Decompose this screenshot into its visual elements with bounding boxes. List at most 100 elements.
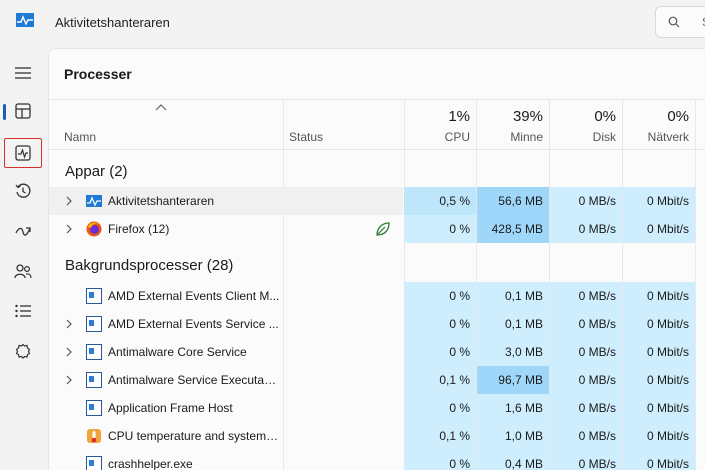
chevron-right-icon[interactable] [66,347,72,357]
cpu-value: 0 % [404,450,476,470]
table-row[interactable]: Antimalware Core Service 0 % 3,0 MB 0 MB… [49,338,705,366]
process-name: Application Frame Host [108,401,233,415]
app-history-icon [15,183,31,198]
memory-value: 56,6 MB [477,187,549,215]
window-title: Aktivitetshanteraren [55,15,170,30]
nav-details[interactable] [4,296,42,326]
memory-value: 1,0 MB [477,422,549,450]
group-header-background[interactable]: Bakgrundsprocesser (28) [65,257,234,274]
hamburger-menu-button[interactable] [4,58,42,88]
sidebar [0,46,48,470]
cpu-value: 0 % [404,394,476,422]
table-row[interactable]: Firefox (12) 0 % 428,5 MB 0 MB/s 0 Mbit/… [49,215,705,243]
column-header-disk[interactable]: Disk [592,130,616,144]
chevron-right-icon[interactable] [66,196,72,206]
disk-value: 0 MB/s [550,422,622,450]
network-value: 0 Mbit/s [623,422,695,450]
cpu-value: 0 % [404,310,476,338]
table-row[interactable]: Antimalware Service Executable 0,1 % 96,… [49,366,705,394]
cpu-value: 0,5 % [404,187,476,215]
table-row[interactable]: CPU temperature and system i... 0,1 % 1,… [49,422,705,450]
process-name: Antimalware Service Executable [108,373,280,387]
task-manager-app-icon [86,195,102,207]
memory-value: 96,7 MB [477,366,549,394]
column-separator [476,100,477,470]
column-separator [622,100,623,470]
disk-value: 0 MB/s [550,366,622,394]
network-value: 0 Mbit/s [623,187,695,215]
process-name: Firefox (12) [108,222,170,236]
efficiency-mode-leaf-icon [376,222,390,236]
chevron-right-icon[interactable] [66,375,72,385]
search-box[interactable]: S [655,6,705,38]
column-separator [549,100,550,470]
table-row[interactable]: AMD External Events Service ... 0 % 0,1 … [49,310,705,338]
nav-users[interactable] [4,256,42,286]
users-icon [14,264,32,279]
process-name: Aktivitetshanteraren [108,194,215,208]
network-value: 0 Mbit/s [623,338,695,366]
header-divider [49,149,705,150]
process-name: crashhelper.exe [108,457,193,470]
processes-panel: Processer Namn Status 1% CPU 39% Minne 0… [48,48,705,470]
window-app-icon [86,372,102,388]
startup-apps-icon [15,227,31,236]
column-header-network[interactable]: Nätverk [647,130,689,144]
disk-total-percent: 0% [594,108,616,125]
search-placeholder: S [702,15,705,29]
column-header-memory[interactable]: Minne [510,130,543,144]
task-manager-app-icon [16,13,34,27]
nav-startup-apps[interactable] [4,216,42,246]
network-value: 0 Mbit/s [623,215,695,243]
process-name: CPU temperature and system i... [108,429,280,443]
process-name: AMD External Events Client M... [108,289,280,303]
table-row[interactable]: crashhelper.exe 0 % 0,4 MB 0 MB/s 0 Mbit… [49,450,705,470]
network-value: 0 Mbit/s [623,366,695,394]
performance-icon [15,145,31,161]
window-app-icon [86,288,102,304]
chevron-right-icon[interactable] [66,319,72,329]
column-separator [695,100,696,470]
nav-performance[interactable] [4,138,42,168]
search-icon [668,16,680,28]
temperature-app-icon [87,429,101,443]
sort-ascending-icon[interactable] [155,104,167,112]
process-name: Antimalware Core Service [108,345,247,359]
nav-app-history[interactable] [4,176,42,206]
disk-value: 0 MB/s [550,215,622,243]
services-icon [15,343,31,359]
network-value: 0 Mbit/s [623,282,695,310]
window-app-icon [86,400,102,416]
memory-total-percent: 39% [512,108,543,125]
group-header-apps[interactable]: Appar (2) [65,163,128,180]
window-app-icon [86,344,102,360]
cpu-value: 0,1 % [404,422,476,450]
disk-value: 0 MB/s [550,338,622,366]
nav-services[interactable] [4,336,42,366]
details-icon [15,304,31,318]
disk-value: 0 MB/s [550,394,622,422]
memory-value: 428,5 MB [477,215,549,243]
divider [49,99,705,100]
memory-value: 0,4 MB [477,450,549,470]
cpu-value: 0,1 % [404,366,476,394]
nav-processes[interactable] [3,96,42,126]
page-title: Processer [64,66,132,82]
firefox-icon [86,221,102,237]
memory-value: 0,1 MB [477,282,549,310]
processes-icon [15,103,31,119]
disk-value: 0 MB/s [550,187,622,215]
row-highlight [49,187,403,215]
process-name: AMD External Events Service ... [108,317,279,331]
column-header-cpu[interactable]: CPU [444,130,470,144]
table-row[interactable]: AMD External Events Client M... 0 % 0,1 … [49,282,705,310]
disk-value: 0 MB/s [550,450,622,470]
chevron-right-icon[interactable] [66,224,72,234]
memory-value: 3,0 MB [477,338,549,366]
window-app-icon [86,456,102,470]
column-header-name[interactable]: Namn [64,130,97,144]
disk-value: 0 MB/s [550,310,622,338]
column-header-status[interactable]: Status [289,130,324,144]
table-row[interactable]: Application Frame Host 0 % 1,6 MB 0 MB/s… [49,394,705,422]
table-row[interactable]: Aktivitetshanteraren 0,5 % 56,6 MB 0 MB/… [49,187,705,215]
